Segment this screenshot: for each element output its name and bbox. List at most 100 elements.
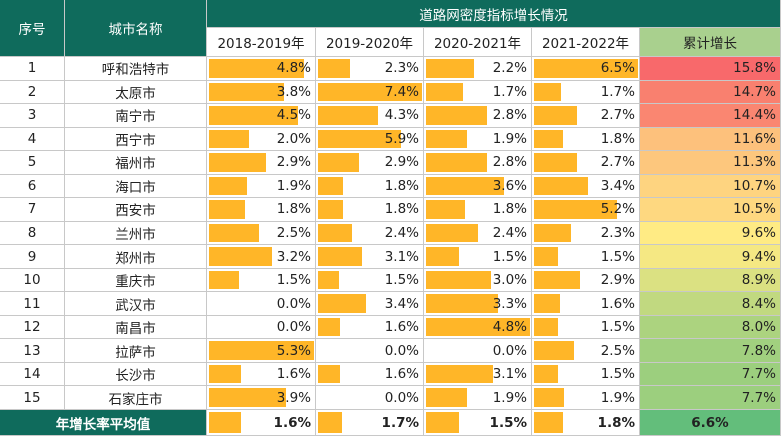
data-bar [426, 200, 465, 219]
data-bar [318, 294, 366, 313]
cell-text: 7.4% [384, 83, 419, 100]
value-cell: 3.4% [532, 174, 640, 199]
value-cell: 1.7% [532, 80, 640, 105]
data-bar [426, 82, 463, 102]
year-header: 2019-2020年 [316, 28, 424, 57]
data-bar [318, 82, 422, 102]
value-cell: 2.4% [424, 221, 532, 246]
cell-text: 5.2% [600, 201, 635, 218]
cell-text: 4.8% [276, 60, 311, 77]
data-bar [534, 200, 618, 219]
cell-text: 兰州市 [115, 226, 156, 243]
city-cell: 西宁市 [65, 127, 207, 152]
cell-text: 1.9% [492, 130, 527, 147]
city-cell: 海口市 [65, 174, 207, 199]
cell-text: 2.7% [600, 107, 635, 124]
cell-text: 2.0% [276, 130, 311, 147]
cell-text: 7 [27, 201, 37, 218]
city-cell: 太原市 [65, 80, 207, 105]
cell-text: 7.7% [741, 389, 776, 406]
index-cell: 7 [0, 198, 65, 222]
cell-text: 2.5% [276, 224, 311, 241]
footer-label: 年增长率平均值 [0, 410, 207, 436]
cell-text: 序号 [18, 22, 46, 38]
cell-text: 1.5% [600, 248, 635, 265]
data-bar [209, 270, 239, 290]
cell-text: 2018-2019年 [217, 36, 305, 52]
data-bar [534, 341, 574, 360]
cell-text: 1.8% [597, 414, 635, 431]
value-cell: 3.2% [207, 245, 316, 269]
data-bar [426, 317, 530, 337]
footer-value: 1.6% [207, 410, 316, 436]
cell-text: 9 [27, 248, 37, 265]
value-cell: 0.0% [424, 339, 532, 363]
data-bar [209, 341, 314, 360]
value-cell: 1.9% [532, 386, 640, 410]
index-cell: 15 [0, 386, 65, 410]
cum-cell: 7.7% [640, 362, 781, 387]
cell-text: 2019-2020年 [325, 36, 414, 52]
value-cell: 3.1% [424, 362, 532, 387]
value-cell: 2.7% [532, 104, 640, 128]
cell-text: 5.9% [384, 130, 419, 147]
value-cell: 3.4% [316, 292, 424, 316]
cell-text: 14.4% [733, 107, 776, 124]
value-cell: 5.2% [532, 198, 640, 222]
cell-text: 8.9% [741, 272, 776, 289]
cell-text: 2.9% [276, 154, 311, 171]
city-cell: 南昌市 [65, 315, 207, 340]
city-cell: 拉萨市 [65, 339, 207, 363]
value-cell: 2.9% [532, 268, 640, 293]
cell-text: 0.0% [384, 342, 419, 359]
cell-text: 郑州市 [115, 250, 156, 267]
data-bar [426, 294, 498, 313]
data-bar [426, 388, 468, 407]
data-bar [209, 200, 245, 219]
cell-text: 1.8% [492, 201, 527, 218]
cell-text: 1 [27, 60, 37, 77]
data-bar [209, 153, 267, 172]
value-cell: 0.0% [316, 339, 424, 363]
value-cell: 6.5% [532, 57, 640, 81]
value-cell: 4.3% [316, 104, 424, 128]
cell-text: 3.9% [276, 389, 311, 406]
cell-text: 1.7% [600, 83, 635, 100]
cell-text: 石家庄市 [108, 391, 163, 408]
cell-text: 1.5% [600, 319, 635, 336]
data-bar [534, 129, 563, 149]
index-cell: 3 [0, 104, 65, 128]
value-cell: 5.3% [207, 339, 316, 363]
data-bar [209, 106, 299, 125]
data-bar [534, 153, 578, 172]
cell-text: 8 [27, 224, 37, 241]
data-bar [209, 412, 241, 433]
city-cell: 郑州市 [65, 245, 207, 269]
value-cell: 2.8% [424, 151, 532, 175]
data-bar [209, 176, 247, 196]
data-bar [209, 364, 241, 384]
cell-text: 8.4% [741, 295, 776, 312]
cell-text: 武汉市 [115, 297, 156, 314]
cell-text: 1.6% [273, 414, 311, 431]
cell-text: 1.5% [600, 366, 635, 383]
index-cell: 12 [0, 315, 65, 340]
value-cell: 1.5% [532, 362, 640, 387]
cell-text: 海口市 [115, 179, 156, 196]
value-cell: 0.0% [316, 386, 424, 410]
footer-cum: 6.6% [640, 410, 781, 436]
city-cell: 重庆市 [65, 268, 207, 293]
data-bar [534, 388, 565, 407]
index-cell: 9 [0, 245, 65, 269]
cell-text: 1.6% [384, 366, 419, 383]
cum-cell: 10.7% [640, 174, 781, 199]
cell-text: 2.9% [600, 272, 635, 289]
cell-text: 1.8% [276, 201, 311, 218]
cell-text: 2.5% [600, 342, 635, 359]
cell-text: 10.5% [733, 201, 776, 218]
value-cell: 1.6% [207, 362, 316, 387]
index-cell: 2 [0, 80, 65, 105]
index-cell: 8 [0, 221, 65, 246]
cell-text: 1.6% [384, 319, 419, 336]
value-cell: 2.5% [207, 221, 316, 246]
